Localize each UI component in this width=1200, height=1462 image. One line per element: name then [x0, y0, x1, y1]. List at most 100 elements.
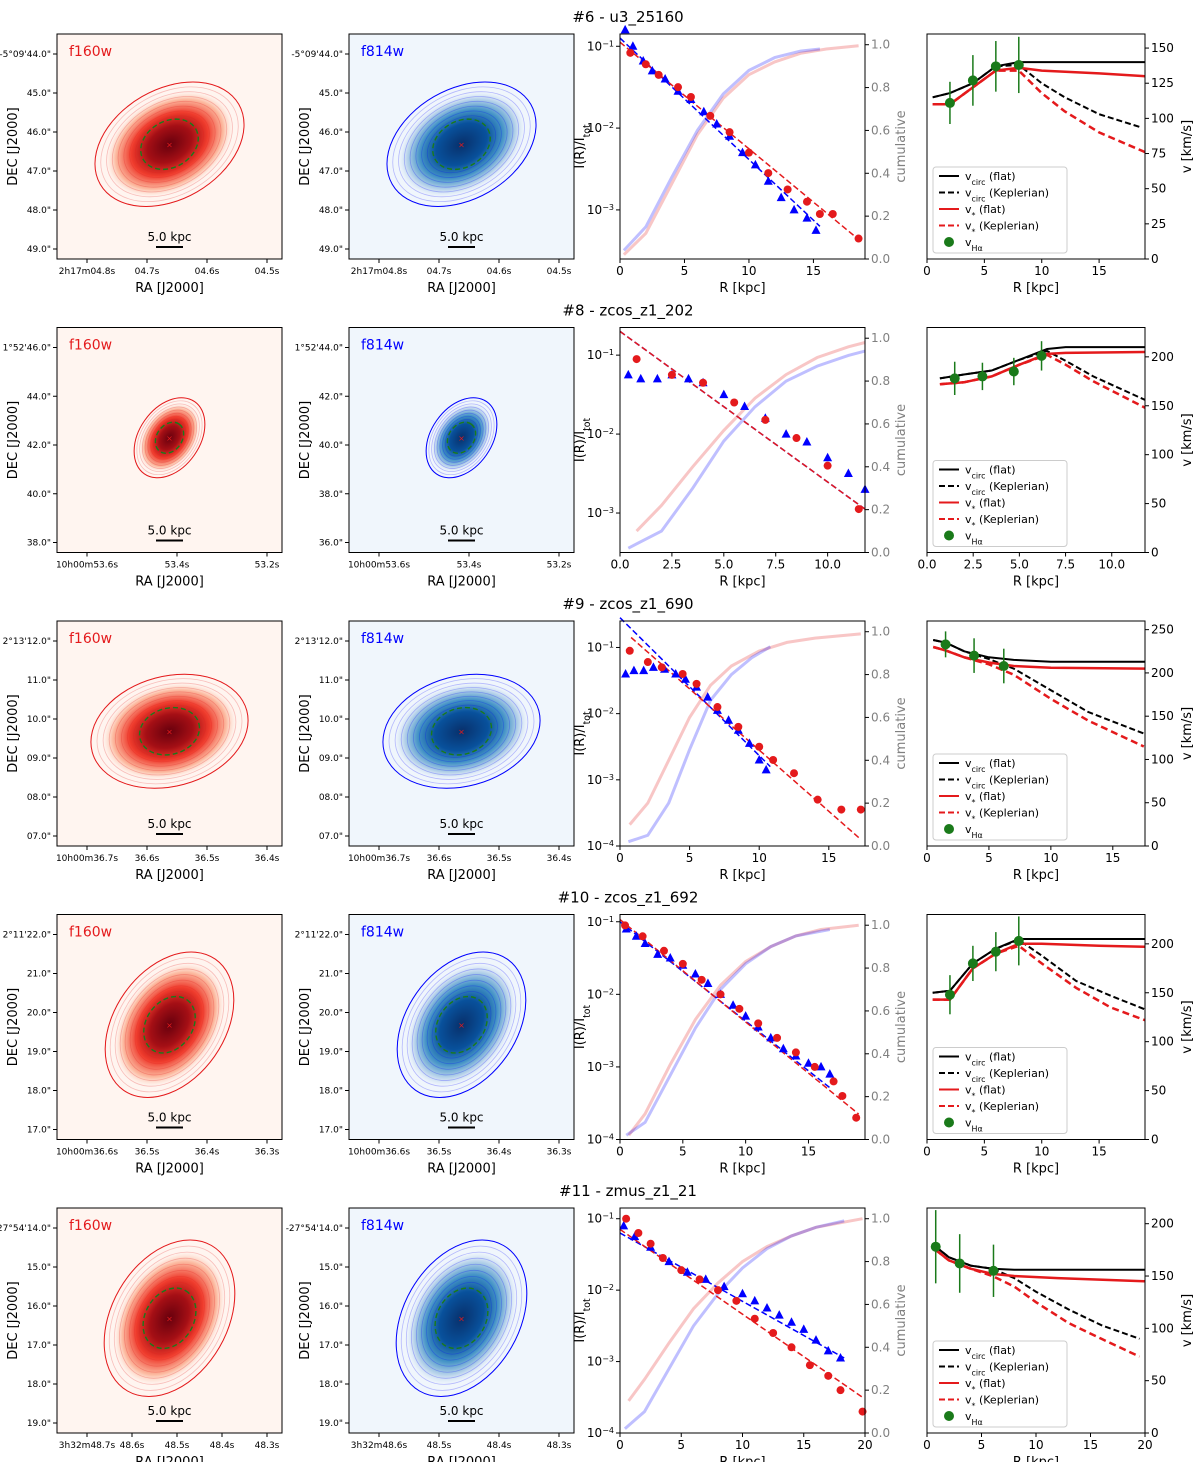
- ra-axis-label: RA [J2000]: [135, 281, 204, 296]
- ra-tick-label: 48.5s: [427, 1441, 452, 1451]
- red-data-point: [755, 742, 764, 751]
- legend-label: vHα: [965, 1410, 983, 1427]
- halpha-point: [990, 61, 1001, 72]
- ra-tick-label: 36.6s: [135, 854, 160, 864]
- halpha-point: [998, 661, 1009, 671]
- legend-label: vHα: [965, 823, 983, 840]
- scale-bar-label: 5.0 kpc: [439, 524, 483, 538]
- scale-bar-label: 5.0 kpc: [439, 230, 483, 244]
- row-title: #6 - u3_25160: [572, 8, 683, 27]
- ra-tick-label: 48.3s: [547, 1441, 572, 1451]
- ra-axis-label: RA [J2000]: [135, 868, 204, 883]
- blue-data-point: [665, 953, 675, 962]
- cum-tick-label: 0.8: [871, 1255, 890, 1269]
- legend-label: vcirc (flat): [965, 1051, 1016, 1068]
- isophote: [118, 1257, 221, 1379]
- halpha-point: [977, 371, 988, 382]
- legend-label: vcirc (Keplerian): [965, 480, 1049, 497]
- dec-tick-label: 08.0": [27, 793, 51, 803]
- dec-tick-label: 40.0": [27, 490, 51, 500]
- red-data-point: [837, 805, 846, 814]
- isophote: [433, 406, 490, 469]
- dec-tick-label: -27°54'14.0": [286, 1224, 343, 1234]
- cum-tick-label: 0.0: [871, 252, 890, 266]
- scale-bar-label: 5.0 kpc: [439, 817, 483, 831]
- blue-data-point: [750, 1295, 760, 1305]
- dec-tick-label: 44.0": [27, 392, 51, 402]
- y-tick-label: 10−1: [587, 640, 614, 655]
- row-title: #8 - zcos_z1_202: [562, 302, 693, 321]
- y-tick-label: 50: [1151, 182, 1166, 196]
- blue-data-point: [738, 147, 747, 157]
- y-tick-label: 100: [1151, 752, 1174, 766]
- cum-tick-label: 0.6: [871, 710, 890, 724]
- red-data-point: [754, 1019, 763, 1028]
- isophote: [114, 691, 225, 771]
- dec-tick-label: 49.0": [319, 245, 343, 255]
- halpha-point: [1008, 366, 1019, 377]
- red-data-point: [783, 185, 792, 194]
- cum-tick-label: 0.4: [871, 166, 890, 180]
- dec-tick-label: 2°13'12.0": [3, 637, 51, 647]
- x-tick-label: 5: [679, 1145, 687, 1159]
- blue-data-point: [664, 1256, 674, 1266]
- red-data-point: [654, 70, 663, 79]
- cum-tick-label: 0.4: [871, 1047, 890, 1061]
- dec-tick-label: 46.0": [27, 128, 51, 138]
- x-tick-label: 5: [677, 1438, 685, 1452]
- legend-label: vcirc (Keplerian): [965, 1067, 1049, 1084]
- isophote: [405, 1251, 518, 1385]
- fit-red-line: [619, 919, 860, 1115]
- rotation-frame: [926, 620, 1146, 847]
- isophote: [127, 700, 212, 763]
- isophote: [419, 700, 504, 763]
- image-frame: [348, 914, 575, 1140]
- ra-tick-label: 2h17m04.8s: [59, 267, 116, 277]
- red-data-point: [643, 658, 652, 667]
- galaxy-light: [398, 91, 525, 198]
- x-tick-label: 0: [616, 1438, 624, 1452]
- isophote: [150, 415, 189, 460]
- image-frame: [348, 620, 575, 847]
- rotation-y-label: v [km/s]: [1180, 1294, 1195, 1347]
- f814w-image-panel: × f814w 5.0 kpc -5°09'44.0" 45.0" 46.0" 47.0" 4…: [291, 33, 575, 296]
- center-marker: ×: [166, 1314, 173, 1323]
- cum-tick-label: 0.4: [871, 460, 890, 474]
- profile-x-label: R [kpc]: [719, 1455, 765, 1462]
- legend-swatch: [944, 824, 954, 834]
- isophote: [114, 962, 225, 1087]
- red-data-point: [730, 398, 739, 407]
- f160w-image-panel: × f160w 5.0 kpc -5°09'44.0" 45.0" 46.0" 47.0" 4…: [0, 33, 283, 296]
- x-tick-label: 10: [741, 264, 756, 278]
- x-tick-label: 15: [1091, 264, 1106, 278]
- y-tick-label: 10−2: [587, 121, 614, 136]
- red-data-point: [787, 1343, 796, 1352]
- red-data-point: [744, 148, 753, 157]
- f814w-image-panel: × f814w 5.0 kpc 1°52'44.0" 42.0" 40.0" 38.0" 36…: [295, 327, 575, 590]
- y-tick-label: 0: [1151, 1133, 1159, 1147]
- legend-label: v* (Keplerian): [965, 220, 1039, 237]
- cumulative-red-line: [627, 923, 859, 1137]
- isophote: [426, 115, 497, 174]
- red-data-point: [667, 370, 676, 379]
- dec-tick-label: 49.0": [27, 245, 51, 255]
- blue-data-point: [843, 468, 853, 478]
- dec-tick-label: 47.0": [27, 167, 51, 177]
- blue-data-point: [671, 668, 681, 678]
- vstar-flat-line: [932, 942, 1146, 1001]
- aperture-ellipse: [133, 397, 206, 479]
- red-data-point: [697, 975, 706, 984]
- rotation-frame: [926, 33, 1146, 260]
- isophote: [120, 695, 219, 767]
- ra-tick-label: 36.4s: [255, 854, 280, 864]
- row-title: #11 - zmus_z1_21: [559, 1182, 697, 1201]
- dec-tick-label: 10.0": [319, 715, 343, 725]
- profile-frame: [619, 327, 866, 553]
- red-data-point: [646, 1239, 655, 1248]
- ra-tick-label: 36.6s: [427, 854, 452, 864]
- dec-tick-label: 17.0": [27, 1126, 51, 1136]
- blue-data-point: [660, 74, 670, 83]
- cum-tick-label: 0.0: [871, 1426, 890, 1440]
